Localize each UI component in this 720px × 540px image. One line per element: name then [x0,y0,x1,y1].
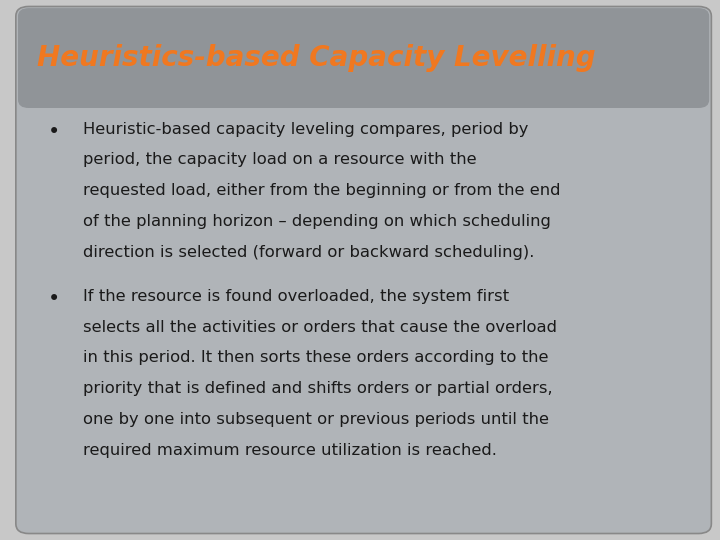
Text: priority that is defined and shifts orders or partial orders,: priority that is defined and shifts orde… [83,381,552,396]
Text: Heuristic-based capacity leveling compares, period by: Heuristic-based capacity leveling compar… [83,122,528,137]
Text: If the resource is found overloaded, the system first: If the resource is found overloaded, the… [83,289,509,304]
Text: Heuristics-based Capacity Levelling: Heuristics-based Capacity Levelling [37,44,596,72]
FancyBboxPatch shape [18,8,709,108]
Text: one by one into subsequent or previous periods until the: one by one into subsequent or previous p… [83,412,549,427]
Text: direction is selected (forward or backward scheduling).: direction is selected (forward or backwa… [83,245,534,260]
Text: period, the capacity load on a resource with the: period, the capacity load on a resource … [83,152,477,167]
Text: of the planning horizon – depending on which scheduling: of the planning horizon – depending on w… [83,214,551,229]
Text: •: • [48,289,60,309]
Text: in this period. It then sorts these orders according to the: in this period. It then sorts these orde… [83,350,549,366]
Text: required maximum resource utilization is reached.: required maximum resource utilization is… [83,443,497,458]
Text: selects all the activities or orders that cause the overload: selects all the activities or orders tha… [83,320,557,335]
Text: •: • [48,122,60,141]
Text: requested load, either from the beginning or from the end: requested load, either from the beginnin… [83,183,560,198]
FancyBboxPatch shape [16,6,711,534]
